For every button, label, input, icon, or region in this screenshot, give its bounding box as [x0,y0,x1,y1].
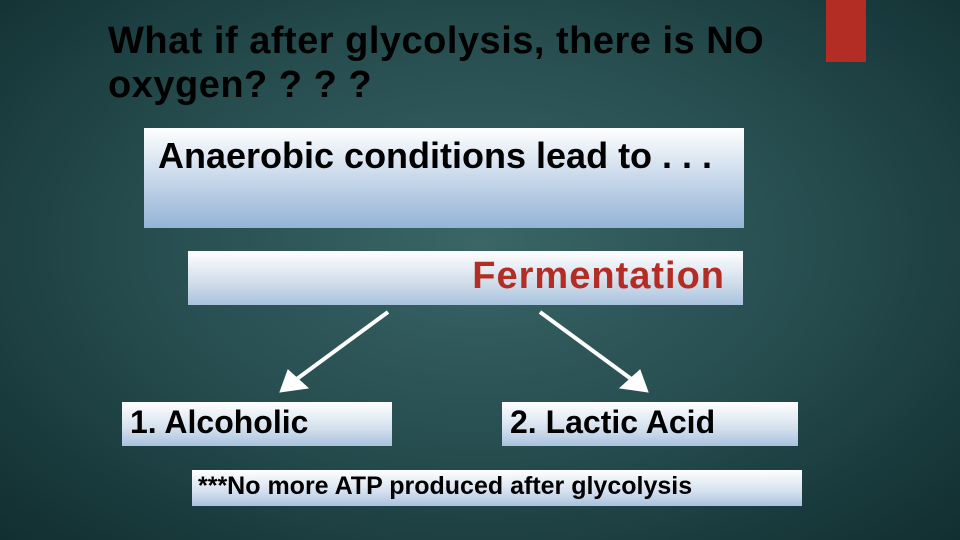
accent-bar [826,0,866,62]
lactic-acid-label: 2. Lactic Acid [502,402,798,446]
fermentation-box: Fermentation [188,251,743,305]
arrow-right-icon [530,308,660,398]
footnote: ***No more ATP produced after glycolysis [192,470,802,506]
alcoholic-label: 1. Alcoholic [122,402,392,446]
anaerobic-box: Anaerobic conditions lead to . . . [144,128,744,228]
slide-title: What if after glycolysis, there is NO ox… [108,20,798,107]
slide: What if after glycolysis, there is NO ox… [0,0,960,540]
arrow-left-icon [268,308,398,398]
